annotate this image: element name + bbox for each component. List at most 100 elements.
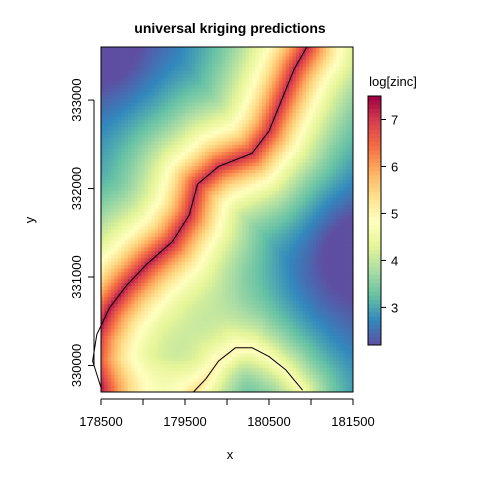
- heatmap-cell: [201, 331, 206, 336]
- heatmap-cell: [161, 275, 166, 280]
- heatmap-cell: [198, 119, 203, 124]
- heatmap-cell: [121, 186, 126, 191]
- heatmap-cell: [171, 126, 176, 131]
- heatmap-cell: [269, 370, 273, 375]
- heatmap-cell: [178, 278, 183, 283]
- heatmap-cell: [218, 229, 223, 234]
- heatmap-cell: [205, 331, 210, 336]
- heatmap-cell: [252, 193, 257, 198]
- heatmap-cell: [221, 374, 226, 379]
- heatmap-cell: [232, 119, 236, 124]
- heatmap-cell: [137, 165, 142, 170]
- heatmap-cell: [211, 147, 216, 152]
- heatmap-cell: [221, 62, 226, 68]
- heatmap-cell: [188, 225, 193, 230]
- heatmap-cell: [178, 133, 183, 138]
- heatmap-cell: [144, 133, 149, 138]
- heatmap-cell: [185, 363, 189, 368]
- heatmap-cell: [248, 232, 253, 237]
- heatmap-cell: [101, 172, 105, 177]
- heatmap-cell: [208, 190, 213, 195]
- heatmap-cell: [117, 211, 122, 216]
- heatmap-cell: [205, 317, 210, 322]
- heatmap-cell: [191, 282, 196, 287]
- heatmap-cell: [201, 162, 206, 167]
- heatmap-cell: [208, 246, 213, 252]
- heatmap-cell: [151, 282, 156, 287]
- heatmap-cell: [104, 307, 109, 312]
- heatmap-cell: [164, 331, 169, 336]
- heatmap-cell: [191, 190, 196, 195]
- heatmap-cell: [158, 331, 163, 336]
- heatmap-cell: [211, 321, 216, 326]
- heatmap-cell: [235, 363, 240, 368]
- heatmap-cell: [255, 317, 260, 322]
- heatmap-cell: [201, 310, 206, 315]
- heatmap-cell: [211, 186, 216, 191]
- heatmap-cell: [218, 144, 223, 149]
- heatmap-cell: [131, 289, 136, 294]
- heatmap-cell: [232, 307, 236, 312]
- heatmap-cell: [178, 271, 183, 276]
- heatmap-cell: [148, 179, 152, 184]
- heatmap-cell: [137, 257, 142, 262]
- heatmap-cell: [208, 363, 213, 368]
- heatmap-cell: [104, 186, 109, 191]
- heatmap-cell: [255, 190, 260, 195]
- heatmap-cell: [164, 360, 169, 365]
- heatmap-cell: [127, 165, 132, 170]
- heatmap-cell: [232, 101, 236, 106]
- heatmap-cell: [208, 91, 213, 96]
- heatmap-cell: [221, 349, 226, 354]
- heatmap-cell: [121, 246, 126, 252]
- heatmap-cell: [218, 246, 223, 252]
- heatmap-cell: [242, 225, 247, 230]
- heatmap-cell: [148, 370, 152, 375]
- heatmap-cell: [148, 137, 152, 142]
- heatmap-cell: [117, 353, 122, 358]
- heatmap-cell: [168, 200, 173, 206]
- heatmap-cell: [117, 176, 122, 181]
- heatmap-cell: [131, 254, 136, 259]
- heatmap-cell: [232, 310, 236, 315]
- heatmap-cell: [158, 123, 163, 128]
- heatmap-cell: [174, 331, 179, 336]
- heatmap-cell: [221, 232, 226, 237]
- heatmap-cell: [164, 296, 169, 301]
- heatmap-cell: [265, 48, 270, 53]
- heatmap-cell: [215, 250, 220, 255]
- heatmap-cell: [208, 307, 213, 312]
- heatmap-cell: [171, 331, 176, 336]
- heatmap-cell: [255, 172, 260, 177]
- heatmap-cell: [164, 77, 169, 82]
- heatmap-cell: [168, 292, 173, 298]
- heatmap-cell: [181, 374, 186, 379]
- heatmap-cell: [225, 151, 230, 156]
- heatmap-cell: [174, 179, 179, 184]
- heatmap-cell: [205, 116, 210, 121]
- heatmap-cell: [158, 300, 163, 305]
- heatmap-cell: [232, 84, 236, 89]
- heatmap-cell: [195, 108, 200, 114]
- heatmap-cell: [245, 236, 250, 241]
- heatmap-cell: [104, 321, 109, 326]
- heatmap-cell: [148, 222, 152, 227]
- heatmap-cell: [107, 73, 112, 78]
- heatmap-cell: [114, 232, 119, 237]
- heatmap-cell: [131, 151, 136, 156]
- heatmap-cell: [262, 47, 267, 50]
- heatmap-cell: [198, 264, 203, 269]
- heatmap-cell: [107, 108, 112, 114]
- heatmap-cell: [124, 310, 129, 315]
- heatmap-cell: [171, 172, 176, 177]
- heatmap-cell: [148, 271, 152, 276]
- heatmap-cell: [235, 158, 240, 163]
- heatmap-cell: [228, 346, 233, 351]
- heatmap-cell: [258, 144, 263, 149]
- heatmap-cell: [242, 123, 247, 128]
- heatmap-cell: [114, 172, 119, 177]
- heatmap-cell: [148, 321, 152, 326]
- prediction-heatmap: [101, 47, 353, 392]
- heatmap-cell: [131, 346, 136, 351]
- heatmap-cell: [269, 144, 273, 149]
